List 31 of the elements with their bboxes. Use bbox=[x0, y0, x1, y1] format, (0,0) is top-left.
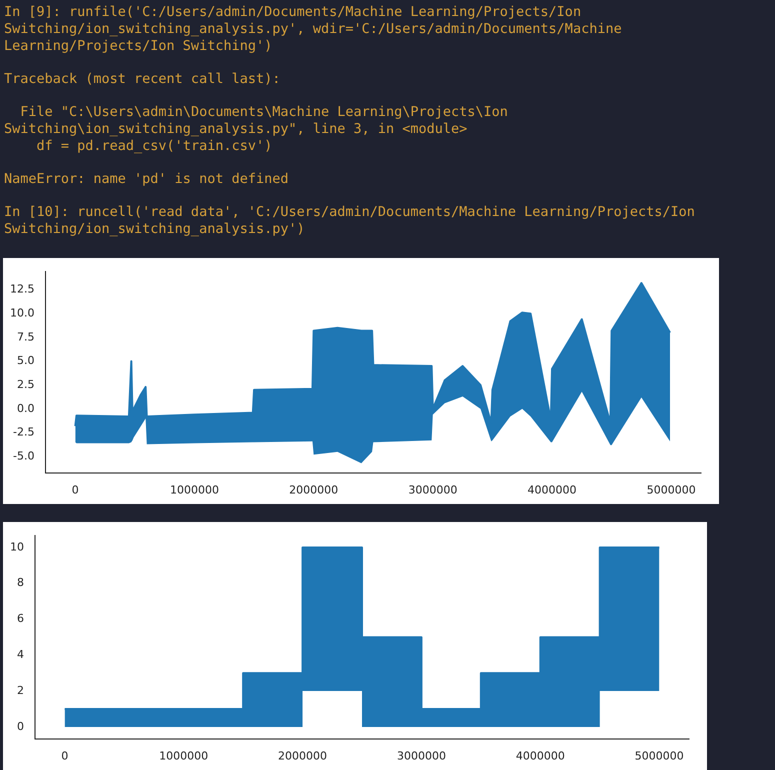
text: File "C:\Users\admin\Documents\Machine Learning\Projects\Ion Switching\ion_switching_analysis.py", line 3, in <module> df = pd.read_csv('train.csv') bbox=[4, 104, 509, 155]
y-tick-label: 0 bbox=[16, 720, 24, 733]
x-tick-label: 5000000 bbox=[634, 749, 684, 762]
text: In [10]: runcell('read data', 'C:/Users/admin/Documents/Machine Learning/Projects/Ion Switching/ion_switching_analysis.py') bbox=[4, 204, 696, 238]
x-tick-label: 4000000 bbox=[528, 483, 577, 496]
text: NameError: name 'pd' is not defined bbox=[4, 171, 290, 188]
x-tick-label: 4000000 bbox=[516, 749, 565, 762]
x-tick-label: 3000000 bbox=[396, 749, 446, 762]
y-tick-label: -5.0 bbox=[13, 449, 34, 462]
x-tick-label: 0 bbox=[61, 749, 68, 762]
x-tick-label: 5000000 bbox=[646, 483, 696, 496]
y-tick-label: 10.0 bbox=[10, 306, 34, 320]
y-tick-label: 10 bbox=[10, 540, 24, 554]
y-tick-label: 4 bbox=[16, 648, 24, 662]
x-tick-label: 3000000 bbox=[408, 483, 458, 496]
y-tick-label: -2.5 bbox=[13, 426, 34, 439]
x-tick-label: 2000000 bbox=[289, 483, 338, 496]
y-tick-label: 8 bbox=[16, 576, 24, 590]
y-tick-label: 2.5 bbox=[16, 378, 34, 391]
y-tick-label: 6 bbox=[16, 612, 24, 626]
x-tick-label: 0 bbox=[72, 483, 79, 496]
y-tick-label: 0.0 bbox=[16, 402, 34, 415]
x-tick-label: 2000000 bbox=[278, 749, 328, 762]
y-tick-label: 12.5 bbox=[10, 282, 34, 296]
text: In [9]: runfile('C:/Users/admin/Documents/Machine Learning/Projects/Ion Switching/ion_switching_analysis.py', wdir='C:/Users/admin/Documents/Machine Learning/Projects/Ion Switching') bbox=[4, 4, 623, 55]
text: Traceback (most recent call last): bbox=[4, 71, 282, 88]
y-tick-label: 2 bbox=[16, 684, 24, 697]
x-tick-label: 1000000 bbox=[159, 749, 208, 762]
y-tick-label: 7.5 bbox=[16, 330, 34, 344]
x-tick-label: 1000000 bbox=[170, 483, 219, 496]
y-tick-label: 5.0 bbox=[16, 354, 34, 368]
